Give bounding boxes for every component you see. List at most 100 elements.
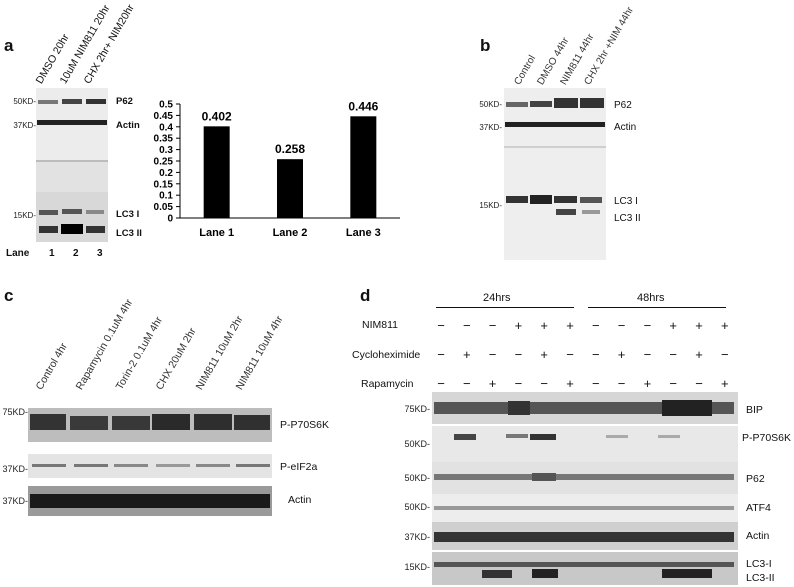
panel-d-timepoint-bar-24 (436, 307, 574, 308)
treatment-sign: + (721, 318, 729, 333)
panel-c-blot-eif2a (28, 454, 272, 478)
panel-b-letter: b (480, 36, 491, 55)
panel-d-protein-label: LC3-II (746, 572, 775, 584)
panel-d-blot-p62 (432, 462, 738, 494)
y-tick-label: 0.45 (154, 111, 174, 122)
treatment-sign: + (669, 318, 677, 333)
y-tick-label: 0 (167, 214, 173, 225)
panel-c-lane-header: Control 4hr (33, 341, 70, 392)
panel-b-protein-label: LC3 I (614, 196, 638, 207)
panel-b-marker: 50KD- (479, 100, 502, 109)
treatment-sign: + (695, 318, 703, 333)
category-label: Lane 3 (346, 227, 381, 239)
treatment-sign: − (592, 376, 600, 391)
y-tick-label: 0.15 (154, 179, 174, 190)
panel-d-protein-label: ATF4 (746, 502, 771, 514)
panel-d-treatment-label: Cycloheximide (352, 349, 421, 361)
y-tick-label: 0.1 (159, 191, 173, 202)
panel-b-protein-label: P62 (614, 100, 632, 111)
panel-b-marker: 37KD- (479, 123, 502, 132)
treatment-sign: + (643, 376, 652, 391)
data-label: 0.258 (275, 142, 305, 156)
panel-a-blot (36, 88, 108, 242)
panel-d-blot-bip (432, 392, 738, 424)
panel-c-protein-label: P-P70S6K (280, 419, 330, 431)
panel-b-lane-header: Control (512, 53, 539, 87)
panel-d-marker: 37KD- (404, 532, 430, 542)
panel-c-letter: c (4, 286, 14, 305)
panel-d-protein-label: Actin (746, 530, 770, 542)
panel-d-treatment-label: Rapamycin (361, 378, 414, 390)
y-tick-label: 0.35 (154, 134, 174, 145)
treatment-sign: − (463, 318, 471, 333)
panel-d-protein-label: BIP (746, 404, 763, 416)
treatment-sign: − (437, 318, 445, 333)
bar (203, 126, 230, 218)
panel-d-protein-label: P-P70S6K (742, 432, 792, 444)
treatment-sign: + (540, 318, 548, 333)
treatment-sign: − (488, 347, 497, 362)
treatment-sign: − (643, 318, 652, 333)
panel-b-protein-label: LC3 II (614, 213, 641, 224)
treatment-sign: − (514, 347, 523, 362)
treatment-sign: − (592, 347, 600, 362)
panel-d-blot-atf4 (432, 494, 738, 522)
panel-a-protein-label: LC3 I (116, 209, 140, 220)
panel-a-lane-number: 3 (97, 248, 103, 259)
treatment-sign: − (592, 318, 600, 333)
panel-d-protein-label: P62 (746, 473, 765, 485)
treatment-sign: − (540, 376, 548, 391)
panel-c-protein-label: P-eIF2a (280, 461, 318, 473)
treatment-sign: − (617, 376, 626, 391)
panel-a-letter: a (4, 36, 14, 55)
panel-d-blot-p70s6k (432, 426, 738, 462)
panel-d-marker: 50KD- (404, 473, 430, 483)
y-tick-label: 0.3 (159, 145, 173, 156)
treatment-sign: − (721, 347, 729, 362)
panel-a-lane-number: 1 (49, 248, 55, 259)
panel-d-timepoint-48: 48hrs (637, 292, 665, 304)
treatment-sign: + (566, 376, 574, 391)
panel-a-bar-chart: 00.050.10.150.20.250.30.350.40.450.5 0.40… (154, 99, 400, 239)
panel-d-treatment-label: NIM811 (362, 319, 398, 331)
y-tick-label: 0.4 (159, 122, 173, 133)
panel-a-protein-label: P62 (116, 96, 133, 107)
panel-a-marker: 15KD- (13, 211, 36, 220)
panel-d-timepoint-bar-48 (588, 307, 726, 308)
panel-d-timepoint-24: 24hrs (483, 292, 511, 304)
treatment-sign: − (617, 318, 626, 333)
panel-a-protein-label: LC3 II (116, 228, 142, 239)
panel-a-lane-number: 2 (73, 248, 79, 259)
treatment-sign: − (669, 347, 677, 362)
category-label: Lane 1 (199, 227, 234, 239)
treatment-sign: − (463, 376, 471, 391)
treatment-sign: + (540, 347, 548, 362)
treatment-sign: + (617, 347, 626, 362)
treatment-sign: − (437, 347, 445, 362)
panel-c-protein-label: Actin (288, 494, 312, 506)
panel-c-marker: 75KD- (2, 407, 28, 417)
treatment-sign: + (488, 376, 497, 391)
panel-d-marker: 50KD- (404, 439, 430, 449)
panel-c-marker: 37KD- (2, 496, 28, 506)
treatment-sign: − (514, 376, 523, 391)
panel-d-protein-label: LC3-I (746, 558, 772, 570)
treatment-sign: + (695, 347, 703, 362)
data-label: 0.446 (348, 99, 378, 113)
panel-b-blot (504, 88, 606, 260)
y-tick-label: 0.05 (154, 202, 174, 213)
y-tick-label: 0.2 (159, 168, 173, 179)
category-label: Lane 2 (273, 227, 308, 239)
panel-c-blot-actin (28, 486, 272, 516)
panel-a-protein-label: Actin (116, 120, 140, 131)
y-tick-label: 0.25 (154, 157, 174, 168)
panel-c-marker: 37KD- (2, 464, 28, 474)
bar (277, 159, 303, 218)
panel-a-marker: 37KD- (13, 121, 36, 130)
treatment-sign: − (488, 318, 497, 333)
y-tick-label: 0.5 (159, 100, 173, 111)
bar (350, 116, 377, 218)
panel-d-blot-lc3 (432, 552, 738, 585)
panel-b-marker: 15KD- (479, 201, 502, 210)
data-label: 0.402 (202, 109, 232, 123)
